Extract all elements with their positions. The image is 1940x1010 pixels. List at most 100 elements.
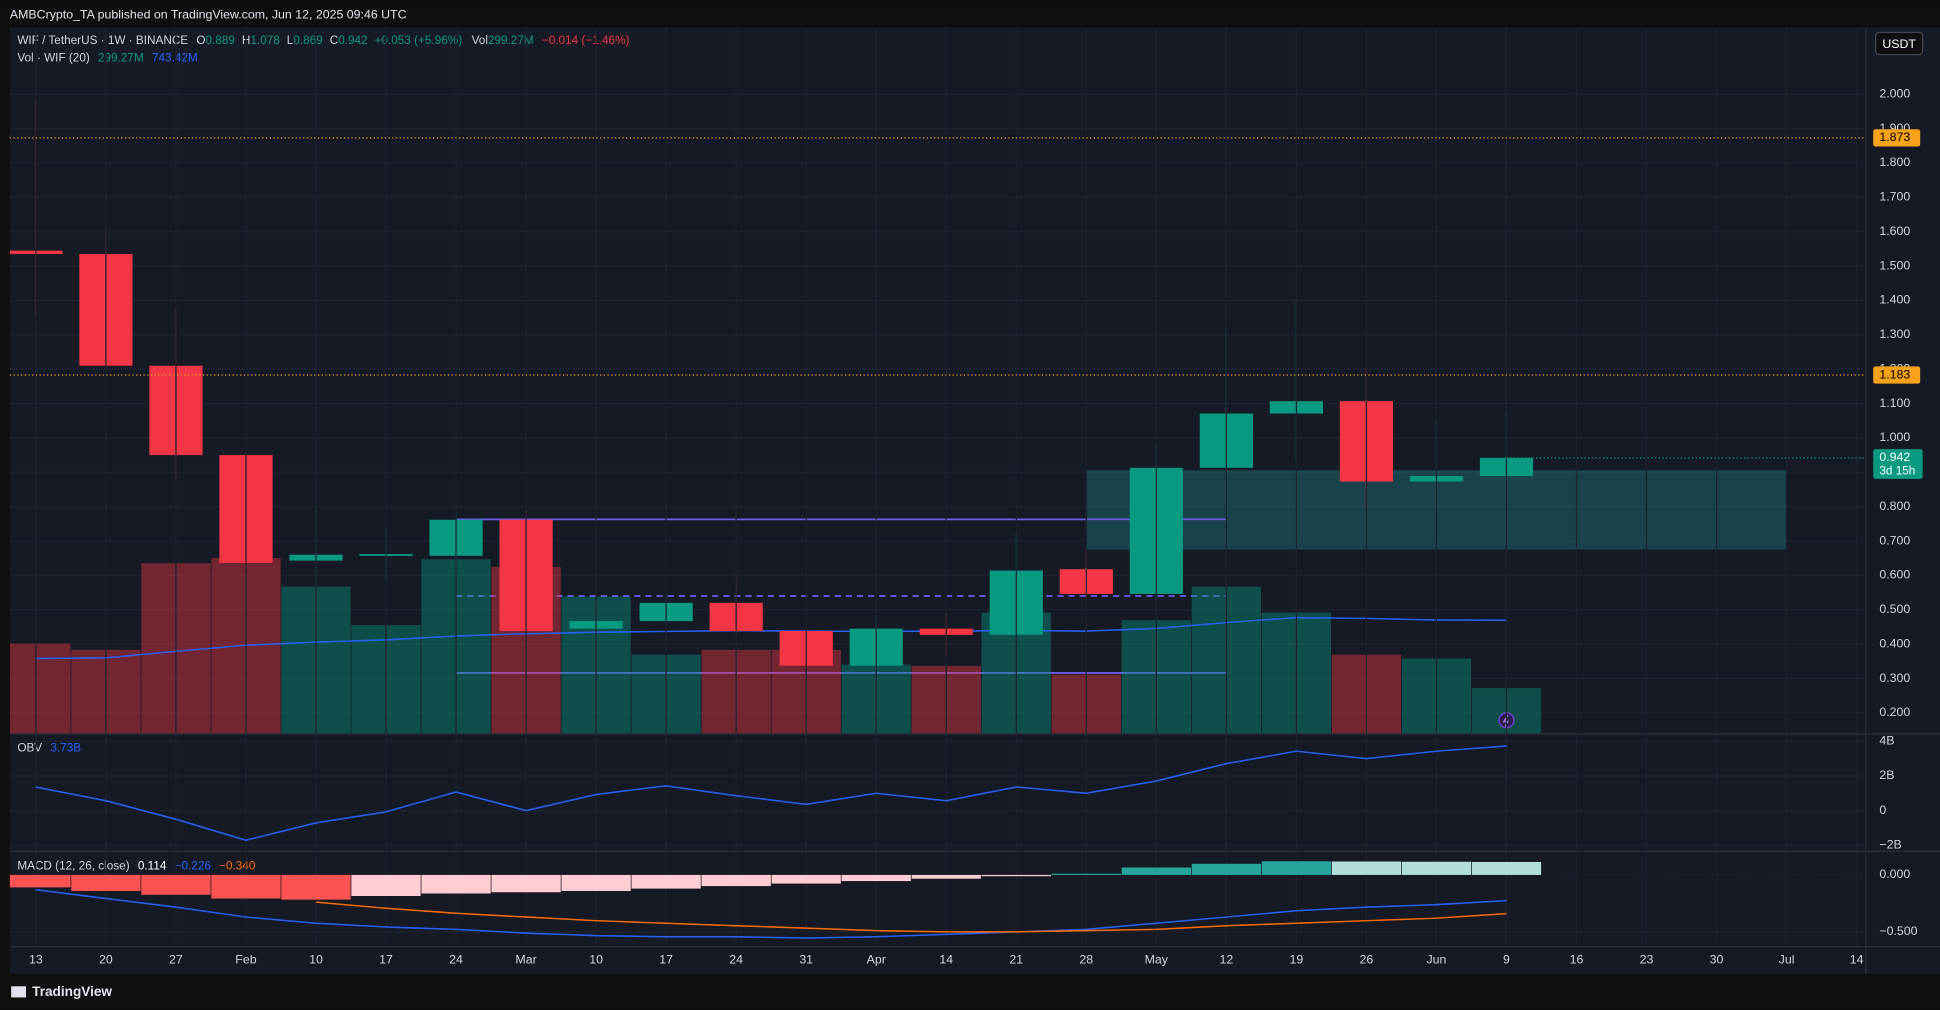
x-tick-label: 14 — [939, 953, 953, 967]
volume-ma-line — [35, 616, 1507, 660]
vol-change: −0.014 (−1.46%) — [542, 34, 630, 47]
macd-hist-bar — [351, 874, 421, 896]
vol-legend-name: Vol · WIF (20) — [17, 51, 90, 64]
h-value: 1.078 — [250, 34, 280, 47]
x-tick-label: 28 — [1079, 953, 1093, 967]
macd-hist-bar — [771, 874, 841, 884]
y-tick-label: 0.400 — [1879, 636, 1910, 650]
brand: TradingView — [32, 984, 112, 999]
macd-value: −0.226 — [175, 859, 212, 872]
macd-hist-bar — [1401, 861, 1472, 875]
change: +0.053 (+5.96%) — [375, 34, 463, 47]
x-tick-label: 26 — [1360, 953, 1374, 967]
x-tick-label: 17 — [379, 953, 393, 967]
x-tick-label: 13 — [29, 953, 43, 967]
macd-tick-label: 0.000 — [1879, 867, 1910, 881]
signal-line — [315, 901, 1507, 933]
level-label: 1.873 — [1879, 130, 1910, 144]
y-tick-label: 0.500 — [1879, 602, 1910, 616]
y-tick-label: 1.000 — [1879, 430, 1910, 444]
volume-legend: Vol · WIF (20) 299.27M 743.42M — [17, 51, 197, 64]
currency[interactable]: USDT — [1882, 37, 1916, 51]
obv-tick-label: 2B — [1879, 768, 1894, 782]
macd-hist-bar — [421, 874, 491, 894]
obv-value: 3.73B — [50, 742, 81, 755]
level-label: 1.183 — [1879, 367, 1910, 381]
y-tick-label: 1.500 — [1879, 258, 1910, 272]
obv-tick-label: 0 — [1879, 803, 1886, 817]
obv-name: OBV — [17, 742, 42, 755]
y-tick-label: 1.800 — [1879, 155, 1910, 169]
x-tick-label: 27 — [169, 953, 183, 967]
currency-button[interactable] — [1875, 31, 1924, 56]
macd-hist-bar — [841, 874, 911, 882]
y-tick-label: 0.200 — [1879, 705, 1910, 719]
brand-logo — [11, 986, 26, 998]
vol-value: 299.27M — [488, 34, 534, 47]
indicator-panes — [9, 27, 1866, 947]
o-value: 0.889 — [206, 34, 235, 47]
x-tick-label: Feb — [235, 953, 256, 967]
last-price-label: 0.942 — [1879, 450, 1910, 464]
macd-hist-bar — [281, 874, 351, 900]
x-tick-label: 24 — [449, 953, 463, 967]
x-tick-label: May — [1145, 953, 1169, 967]
macd-hist-bar — [561, 874, 631, 891]
macd-hist-bar — [631, 874, 701, 889]
macd-hist-bar — [1471, 861, 1542, 875]
x-tick-label: 10 — [309, 953, 323, 967]
x-tick-label: 20 — [99, 953, 113, 967]
last-price-marker — [1873, 449, 1923, 479]
signal-value: −0.340 — [219, 859, 256, 872]
x-tick-label: 23 — [1640, 953, 1654, 967]
macd-hist-bar — [1331, 861, 1402, 875]
x-tick-label: Jun — [1426, 953, 1446, 967]
x-tick-label: Apr — [867, 953, 886, 967]
macd-hist-bar — [491, 874, 561, 893]
y-tick-label: 0.300 — [1879, 671, 1910, 685]
macd-hist-bar — [211, 874, 281, 899]
x-tick-label: 9 — [1503, 953, 1510, 967]
y-tick-label: 1.100 — [1879, 396, 1910, 410]
x-tick-label: 30 — [1710, 953, 1724, 967]
macd-legend: MACD (12, 26, close) 0.114 −0.226 −0.340 — [17, 859, 256, 872]
c-value: 0.942 — [338, 34, 367, 47]
o-label: O — [196, 34, 205, 47]
l-label: L — [287, 34, 294, 47]
x-tick-label: 17 — [659, 953, 673, 967]
level-marker — [1873, 129, 1921, 147]
macd-hist-bar — [1121, 867, 1191, 875]
publish-header: AMBCrypto_TA published on TradingView.co… — [10, 7, 407, 21]
c-label: C — [330, 34, 339, 47]
obv-tick-label: 4B — [1879, 734, 1894, 748]
level-marker — [1873, 366, 1921, 384]
macd-hist-bar — [1051, 873, 1121, 875]
symbol: WIF / TetherUS · 1W · BINANCE — [17, 34, 188, 47]
y-tick-label: 0.800 — [1879, 499, 1910, 513]
macd-hist-bar — [701, 874, 771, 887]
x-tick-label: 14 — [1850, 953, 1864, 967]
macd-line — [35, 888, 1507, 939]
y-tick-label: 1.600 — [1879, 224, 1910, 238]
macd-hist-bar — [9, 874, 71, 888]
macd-hist-bar — [1191, 863, 1261, 875]
vol-legend-value: 299.27M — [98, 51, 144, 64]
x-tick-label: 12 — [1219, 953, 1233, 967]
x-tick-label: 10 — [589, 953, 603, 967]
obv-line — [35, 745, 1507, 841]
y-tick-label: 1.400 — [1879, 293, 1910, 307]
x-tick-label: 24 — [729, 953, 743, 967]
x-tick-label: 21 — [1009, 953, 1023, 967]
y-tick-label: 1.300 — [1879, 327, 1910, 341]
macd-hist-bar — [911, 874, 981, 879]
y-tick-label: 2.000 — [1879, 87, 1910, 101]
vol-ma-value: 743.42M — [152, 51, 198, 64]
macd-hist-bar — [1261, 861, 1332, 875]
macd-tick-label: −0.500 — [1879, 924, 1917, 938]
x-tick-label: Jul — [1779, 953, 1795, 967]
macd-name: MACD (12, 26, close) — [17, 859, 129, 872]
macd-hist-value: 0.114 — [138, 859, 167, 872]
macd-hist-bar — [981, 874, 1051, 877]
